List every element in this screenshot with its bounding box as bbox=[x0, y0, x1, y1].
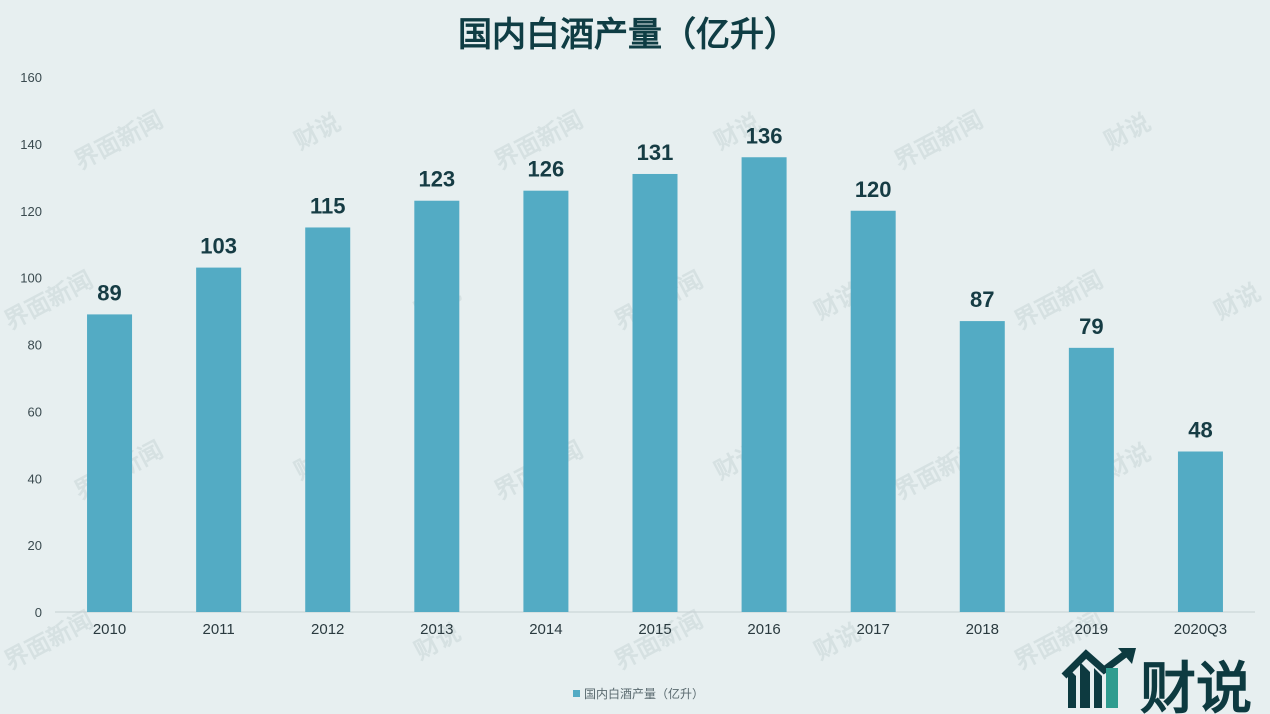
legend: 国内白酒产量（亿升） bbox=[573, 686, 704, 701]
data-label: 87 bbox=[970, 287, 994, 312]
bar bbox=[632, 173, 678, 612]
bar bbox=[1177, 451, 1223, 612]
bar bbox=[741, 157, 787, 612]
x-tick-label: 2010 bbox=[93, 621, 126, 638]
watermark-text: 财说 bbox=[1210, 278, 1266, 325]
y-tick-label: 160 bbox=[20, 70, 42, 85]
x-axis: 2010 2011 2012 2013 2014 2015 2016 2017 2018 2019… bbox=[93, 621, 1227, 638]
bar bbox=[523, 190, 569, 612]
bar bbox=[196, 267, 242, 612]
bar-chart-logo-icon bbox=[1061, 648, 1136, 708]
y-tick-label: 120 bbox=[20, 204, 42, 219]
y-tick-label: 80 bbox=[28, 338, 42, 353]
x-tick-label: 2018 bbox=[966, 621, 999, 638]
watermark-text: 界面新闻 bbox=[890, 106, 988, 176]
data-label: 126 bbox=[528, 157, 565, 182]
bar bbox=[414, 200, 460, 612]
data-label: 48 bbox=[1188, 418, 1212, 443]
logo-text: 财说 bbox=[1140, 657, 1252, 714]
bar bbox=[87, 314, 133, 612]
y-tick-label: 20 bbox=[28, 538, 42, 553]
x-tick-label: 2020Q3 bbox=[1174, 621, 1227, 638]
data-label: 120 bbox=[855, 177, 892, 202]
data-label: 123 bbox=[418, 167, 455, 192]
watermark-text: 界面新闻 bbox=[610, 606, 708, 676]
bar bbox=[305, 227, 351, 612]
bar bbox=[850, 210, 896, 612]
data-label: 131 bbox=[637, 140, 674, 165]
data-label: 79 bbox=[1079, 314, 1103, 339]
x-tick-label: 2015 bbox=[638, 621, 671, 638]
data-label: 115 bbox=[310, 193, 346, 218]
x-tick-label: 2016 bbox=[747, 621, 780, 638]
watermark-text: 财说 bbox=[1100, 108, 1156, 155]
watermark-text: 界面新闻 bbox=[1010, 606, 1108, 676]
y-tick-label: 140 bbox=[20, 137, 42, 152]
y-tick-label: 0 bbox=[35, 605, 42, 620]
x-tick-label: 2017 bbox=[856, 621, 889, 638]
x-tick-label: 2014 bbox=[529, 621, 562, 638]
x-tick-label: 2013 bbox=[420, 621, 453, 638]
watermark-text: 界面新闻 bbox=[70, 106, 168, 176]
bar bbox=[1068, 347, 1114, 612]
x-tick-label: 2019 bbox=[1075, 621, 1108, 638]
watermark-text: 财说 bbox=[290, 108, 346, 155]
data-label: 136 bbox=[746, 123, 783, 148]
data-label: 103 bbox=[200, 234, 237, 259]
watermark-text: 界面新闻 bbox=[0, 606, 98, 676]
watermark-text: 界面新闻 bbox=[0, 266, 98, 336]
chart-title: 国内白酒产量（亿升） bbox=[458, 15, 798, 55]
x-tick-label: 2012 bbox=[311, 621, 344, 638]
bar bbox=[959, 321, 1005, 612]
x-tick-label: 2011 bbox=[203, 621, 235, 638]
legend-swatch bbox=[573, 690, 580, 697]
bar-series: 89 103 115 123 126 131 136 120 87 79 48 bbox=[87, 123, 1223, 612]
y-tick-label: 60 bbox=[28, 404, 42, 419]
y-tick-label: 100 bbox=[20, 271, 42, 286]
data-label: 89 bbox=[97, 280, 121, 305]
y-tick-label: 40 bbox=[28, 471, 42, 486]
brand-logo: 财说 bbox=[1061, 648, 1252, 714]
legend-label: 国内白酒产量（亿升） bbox=[584, 686, 704, 701]
y-axis: 0 20 40 60 80 100 120 140 160 bbox=[20, 70, 42, 620]
